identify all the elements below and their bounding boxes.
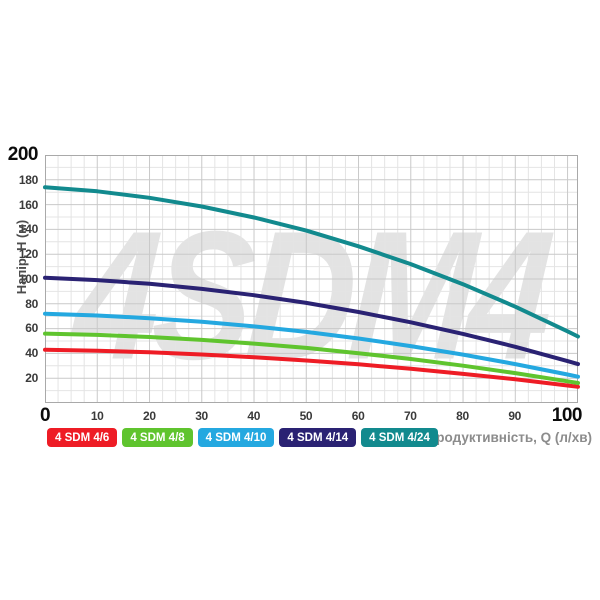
legend-item-4-sdm-4-6: 4 SDM 4/6 [47,428,118,447]
y-tick-label: 140 [18,222,38,237]
legend-item-4-sdm-4-14: 4 SDM 4/14 [279,428,357,447]
y-tick-label: 20 [25,370,38,385]
y-axis-ticks: 200 180 160 140 120 100 80 60 40 20 [0,144,39,387]
legend-item-4-sdm-4-8: 4 SDM 4/8 [122,428,193,447]
x-tick-label: 10 [90,409,104,423]
curve-4-sdm-4-6 [43,347,580,389]
x-tick-label: 70 [403,409,417,423]
y-tick-label: 100 [18,271,38,286]
x-tick-label: 0 [39,405,51,426]
legend-item-4-sdm-4-10: 4 SDM 4/10 [197,428,275,447]
x-tick-label: 50 [299,409,313,423]
y-tick-label: 60 [25,321,38,336]
x-tick-label: 30 [195,409,208,423]
y-tick-label: 40 [25,346,38,361]
x-tick-label: 100 [551,405,583,426]
y-tick-label: 80 [25,296,38,311]
y-tick-label: 160 [18,197,38,212]
x-tick-label: 90 [508,409,522,423]
plot-area [43,155,580,403]
x-tick-label: 40 [247,409,261,423]
y-tick-label: 180 [18,172,38,187]
legend-item-label: 4 SDM 4/14 [287,431,349,444]
curve-4-sdm-4-10 [43,311,580,379]
x-axis-title: Продуктивність, Q (л/хв) [426,430,592,445]
legend-item-label: 4 SDM 4/8 [130,431,185,444]
curve-4-sdm-4-8 [43,331,580,385]
series-curves [43,185,580,389]
legend: 4 SDM 4/6 4 SDM 4/8 4 SDM 4/10 4 SDM 4/1… [47,428,438,447]
legend-item-label: 4 SDM 4/10 [205,431,267,444]
y-axis-title: Напір, H (м) [14,219,29,295]
legend-item-label: 4 SDM 4/6 [55,431,110,444]
x-tick-label: 60 [351,409,365,423]
curve-4-sdm-4-24 [43,185,580,339]
curve-4-sdm-4-14 [43,275,580,367]
y-tick-label: 200 [7,144,39,165]
x-tick-label: 20 [143,409,156,423]
x-tick-label: 80 [456,409,469,423]
legend-item-4-sdm-4-24: 4 SDM 4/24 [361,428,438,447]
x-axis-ticks: 0 10 20 30 40 50 60 70 80 90 100 [25,405,587,426]
y-tick-label: 120 [18,247,38,262]
legend-item-label: 4 SDM 4/24 [369,431,430,444]
